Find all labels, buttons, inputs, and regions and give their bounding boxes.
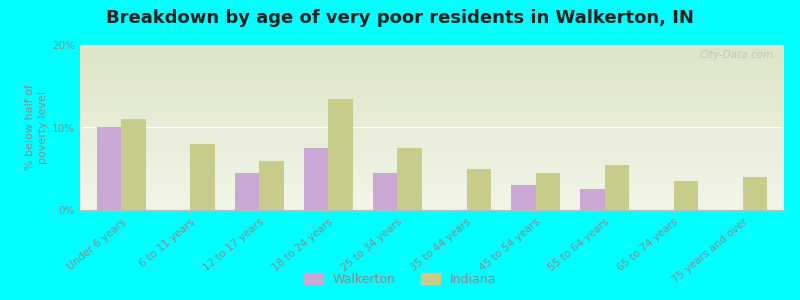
Bar <box>466 169 490 210</box>
Bar <box>122 119 146 210</box>
Bar <box>374 173 398 210</box>
Bar <box>98 128 122 210</box>
Bar <box>535 173 560 210</box>
Bar <box>329 99 353 210</box>
Bar <box>674 181 698 210</box>
Bar <box>304 148 329 210</box>
Bar <box>398 148 422 210</box>
Bar <box>580 189 605 210</box>
Bar <box>511 185 535 210</box>
Text: Breakdown by age of very poor residents in Walkerton, IN: Breakdown by age of very poor residents … <box>106 9 694 27</box>
Y-axis label: % below half of
poverty level: % below half of poverty level <box>25 85 48 170</box>
Bar <box>235 173 259 210</box>
Bar <box>190 144 214 210</box>
Bar <box>742 177 766 210</box>
Bar <box>259 160 284 210</box>
Bar <box>605 165 629 210</box>
Text: City-Data.com: City-Data.com <box>699 50 774 60</box>
Legend: Walkerton, Indiana: Walkerton, Indiana <box>299 268 501 291</box>
